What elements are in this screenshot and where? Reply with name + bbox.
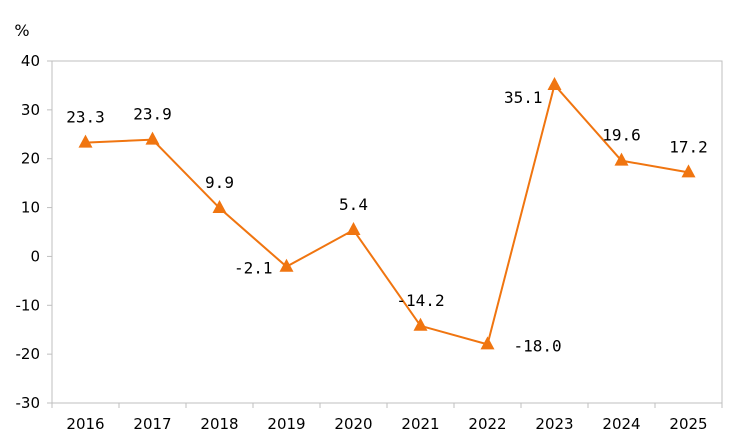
y-tick-label: -30 [16, 394, 41, 412]
y-tick-label: 40 [21, 52, 40, 70]
series-markers [78, 76, 696, 350]
data-label: -14.2 [396, 291, 444, 310]
data-point-marker [346, 222, 361, 236]
x-tick-label: 2018 [200, 415, 238, 433]
series-line [85, 82, 689, 346]
data-label: 17.2 [669, 137, 708, 156]
x-tick-label: 2016 [66, 415, 104, 433]
y-axis: 40 30 20 10 0 -10 -20 -30 [16, 52, 52, 412]
x-tick-label: 2017 [133, 415, 171, 433]
data-label: 5.4 [339, 195, 368, 214]
data-label: -2.1 [234, 259, 273, 278]
data-labels: 23.3 23.9 9.9 -2.1 5.4 -14.2 -18.0 35.1 19.6 17.2 [66, 88, 708, 355]
data-label: 19.6 [602, 126, 641, 145]
data-label: 35.1 [504, 88, 543, 107]
data-label: 23.3 [66, 108, 105, 127]
x-tick-label: 2021 [401, 415, 439, 433]
data-point-marker [212, 200, 227, 214]
data-point-marker [681, 164, 696, 178]
data-label: 23.9 [133, 105, 172, 124]
x-tick-label: 2019 [267, 415, 305, 433]
x-axis: 2016 2017 2018 2019 2020 2021 2022 2023 2024 2025 [51, 403, 723, 433]
y-tick-label: -20 [16, 345, 41, 363]
data-point-marker [480, 336, 495, 350]
data-label: 9.9 [205, 173, 234, 192]
y-tick-label: 10 [21, 199, 40, 217]
x-tick-label: 2022 [468, 415, 506, 433]
data-point-marker [145, 131, 160, 145]
y-tick-label: 30 [21, 101, 40, 119]
x-tick-label: 2024 [602, 415, 640, 433]
y-tick-label: 20 [21, 150, 40, 168]
y-tick-label: 0 [30, 247, 40, 265]
x-tick-label: 2023 [535, 415, 573, 433]
y-tick-label: -10 [16, 296, 41, 314]
data-point-marker [547, 76, 562, 90]
data-point-marker [279, 258, 294, 272]
data-point-marker [78, 134, 93, 148]
data-label: -18.0 [514, 336, 562, 355]
data-point-marker [413, 317, 428, 331]
x-tick-label: 2020 [334, 415, 372, 433]
data-point-marker [614, 152, 629, 166]
y-axis-unit-label: % [14, 21, 29, 40]
x-tick-label: 2025 [669, 415, 707, 433]
